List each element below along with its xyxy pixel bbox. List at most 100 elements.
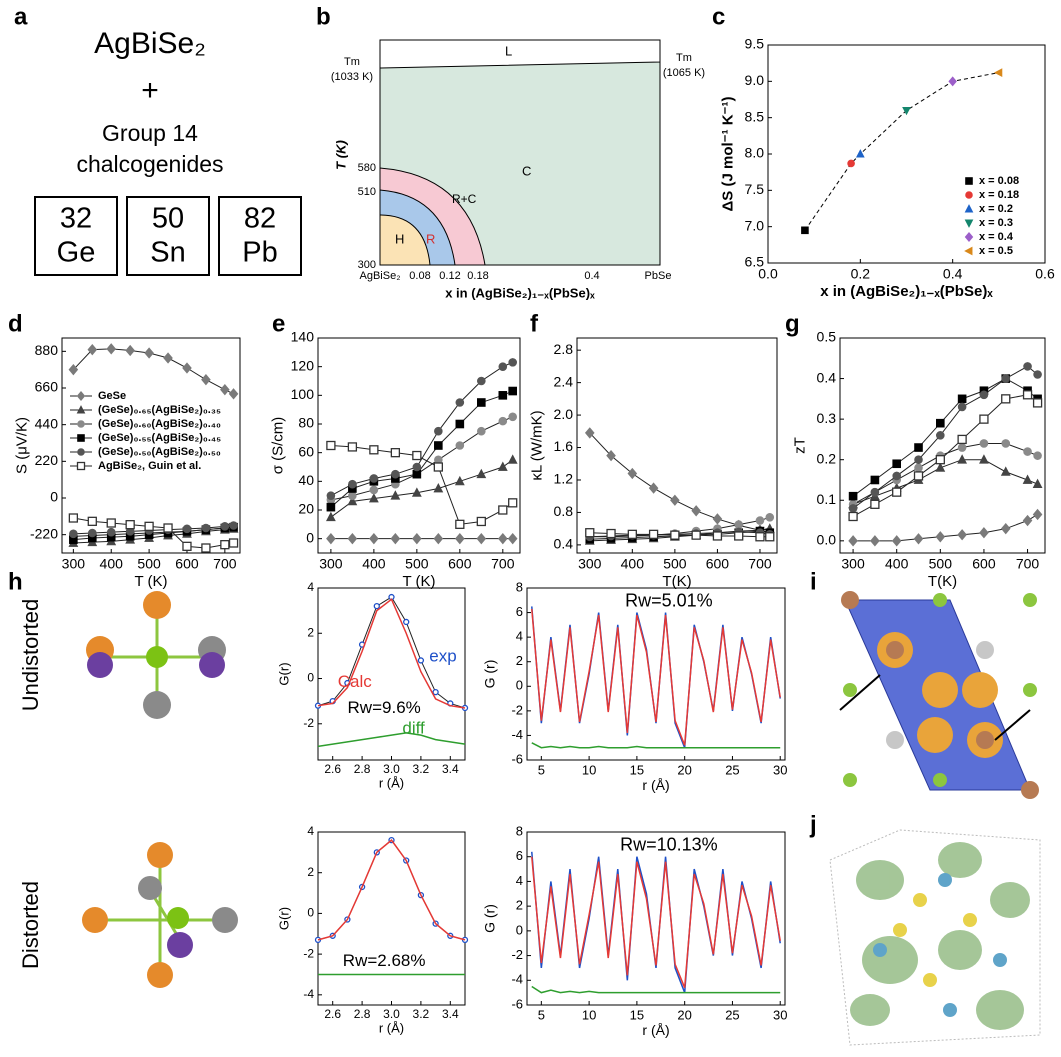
marker: [935, 531, 946, 543]
y-tick-label: 440: [35, 415, 59, 431]
x-tick-label: 0.18: [467, 270, 488, 282]
region-l: [379, 39, 661, 69]
plot-frame: [61, 337, 241, 554]
atoms: [82, 591, 238, 988]
legend-marker: [965, 191, 973, 199]
y-tick-label: -4: [303, 987, 314, 1001]
marker: [1001, 439, 1011, 448]
structure-label: Distorted: [18, 881, 43, 969]
x-tick-label: 700: [1016, 556, 1040, 572]
marker: [648, 529, 659, 539]
marker: [870, 487, 880, 497]
atomic-number: 50: [152, 203, 184, 235]
element-symbol: Pb: [242, 237, 277, 269]
x-tick-label: 600: [972, 556, 996, 572]
marker: [765, 532, 775, 542]
x-tick-label: 300: [841, 556, 865, 572]
element-box: [126, 196, 210, 276]
y-tick-label: 6: [516, 604, 523, 619]
marker: [902, 106, 911, 116]
legend-label: (GeSe)₀.₆₀(AgBiSe₂)₀.₄₀: [98, 418, 221, 430]
y-tick-label: 0.2: [817, 450, 837, 466]
legend-marker: [76, 405, 86, 414]
x-tick-label: 25: [725, 1007, 739, 1022]
legend-label: (GeSe)₀.₅₅(AgBiSe₂)₀.₄₅: [98, 432, 221, 444]
marker: [455, 533, 465, 545]
marker: [106, 343, 117, 355]
marker: [957, 443, 967, 452]
marker: [855, 149, 865, 158]
marker: [606, 449, 616, 462]
x-tick-label: 600: [175, 556, 199, 572]
marker: [993, 68, 1003, 77]
panel-i-image: [839, 591, 1040, 799]
marker: [87, 344, 98, 356]
marker: [369, 445, 379, 455]
marker: [68, 513, 79, 523]
legend-marker: [77, 434, 85, 442]
marker: [670, 530, 680, 540]
element-box: [34, 196, 118, 276]
marker: [476, 533, 487, 545]
group-label: chalcogenides: [76, 151, 223, 177]
x-tick-label: 0.4: [943, 266, 963, 282]
x-tick-label: 500: [929, 556, 953, 572]
atomic-number: 32: [60, 203, 92, 235]
marker: [1001, 394, 1011, 404]
x-tick-label: AgBiSe₂: [360, 270, 401, 282]
series-line: [852, 365, 1038, 509]
marker: [892, 471, 902, 481]
marker: [411, 487, 422, 497]
plot-frame: [526, 587, 786, 761]
series-line: [317, 732, 466, 748]
marker: [498, 505, 508, 515]
series-line: [73, 525, 234, 535]
atomic-number: 82: [244, 203, 276, 235]
y-tick-label: 6: [516, 848, 523, 863]
marker: [848, 504, 858, 513]
legend-marker: [77, 420, 85, 428]
series-line: [852, 377, 1038, 497]
marker: [477, 376, 486, 386]
y-tick-label: 0: [50, 489, 58, 505]
marker: [585, 528, 595, 538]
x-axis-label: r (Å): [642, 1022, 669, 1038]
series-line: [589, 516, 770, 538]
legend-marker: [964, 204, 974, 213]
x-tick-label: 400: [621, 556, 645, 572]
marker: [712, 531, 723, 541]
marker: [870, 499, 880, 509]
x-tick-label: 20: [677, 762, 691, 777]
marker: [87, 528, 97, 538]
marker: [434, 441, 443, 450]
marker: [1023, 362, 1032, 371]
x-tick-label: 500: [405, 556, 429, 572]
x-tick-label: 0.2: [851, 266, 871, 282]
y-tick-label: 140: [291, 329, 315, 345]
marker: [914, 463, 923, 473]
marker: [106, 518, 116, 528]
y-axis-label: G(r): [276, 662, 291, 685]
tm-label: Tm: [344, 56, 360, 68]
panel-letters: a b c d e f g h i j: [8, 3, 817, 838]
panel-j-image: [829, 829, 1041, 1046]
marker: [979, 414, 989, 424]
y-tick-label: 8.5: [745, 108, 765, 124]
x-tick-label: 0.0: [758, 266, 778, 282]
x-axis-label: r (Å): [379, 775, 404, 790]
panel-letter: h: [8, 568, 23, 595]
y-axis-label: G (r): [481, 660, 497, 689]
x-tick-label: 700: [491, 556, 515, 572]
panel-letter: c: [712, 3, 725, 30]
marker: [734, 520, 744, 529]
marker: [508, 412, 517, 422]
y-tick-label: -4: [511, 727, 523, 742]
legend-label: x = 0.18: [979, 189, 1019, 201]
marker: [412, 462, 422, 472]
element-symbol: Sn: [150, 237, 185, 269]
marker: [508, 358, 517, 367]
compound: AgBiSe₂: [94, 27, 206, 60]
x-tick-label: 0.12: [439, 270, 460, 282]
series-line: [589, 432, 770, 534]
